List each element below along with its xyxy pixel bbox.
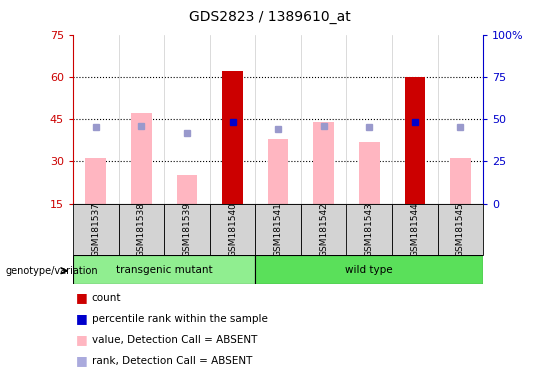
Text: GSM181543: GSM181543: [365, 202, 374, 257]
Text: ■: ■: [76, 312, 87, 325]
Bar: [301, 204, 347, 255]
Bar: [255, 204, 301, 255]
Text: GSM181538: GSM181538: [137, 202, 146, 257]
Bar: [131, 113, 152, 204]
Bar: [73, 255, 255, 284]
Bar: [438, 204, 483, 255]
Text: GSM181539: GSM181539: [183, 202, 191, 257]
Bar: [164, 204, 210, 255]
Text: ■: ■: [76, 354, 87, 367]
Bar: [313, 122, 334, 204]
Text: count: count: [92, 293, 122, 303]
Text: GDS2823 / 1389610_at: GDS2823 / 1389610_at: [189, 10, 351, 23]
Bar: [450, 159, 471, 204]
Text: percentile rank within the sample: percentile rank within the sample: [92, 314, 268, 324]
Text: ■: ■: [76, 333, 87, 346]
Bar: [222, 71, 243, 204]
Bar: [118, 204, 164, 255]
Bar: [210, 204, 255, 255]
Text: genotype/variation: genotype/variation: [5, 266, 98, 276]
Text: ■: ■: [76, 291, 87, 304]
Bar: [85, 159, 106, 204]
Text: GSM181545: GSM181545: [456, 202, 465, 257]
Bar: [73, 204, 118, 255]
Text: rank, Detection Call = ABSENT: rank, Detection Call = ABSENT: [92, 356, 252, 366]
Text: GSM181537: GSM181537: [91, 202, 100, 257]
Bar: [268, 139, 288, 204]
Text: wild type: wild type: [346, 265, 393, 275]
Bar: [177, 175, 197, 204]
Text: GSM181540: GSM181540: [228, 202, 237, 257]
Text: GSM181541: GSM181541: [274, 202, 282, 257]
Text: transgenic mutant: transgenic mutant: [116, 265, 212, 275]
Text: GSM181544: GSM181544: [410, 202, 420, 257]
Text: GSM181542: GSM181542: [319, 202, 328, 257]
Bar: [359, 142, 380, 204]
Bar: [255, 255, 483, 284]
Text: value, Detection Call = ABSENT: value, Detection Call = ABSENT: [92, 335, 257, 345]
Bar: [392, 204, 438, 255]
Bar: [404, 77, 425, 204]
Bar: [347, 204, 392, 255]
